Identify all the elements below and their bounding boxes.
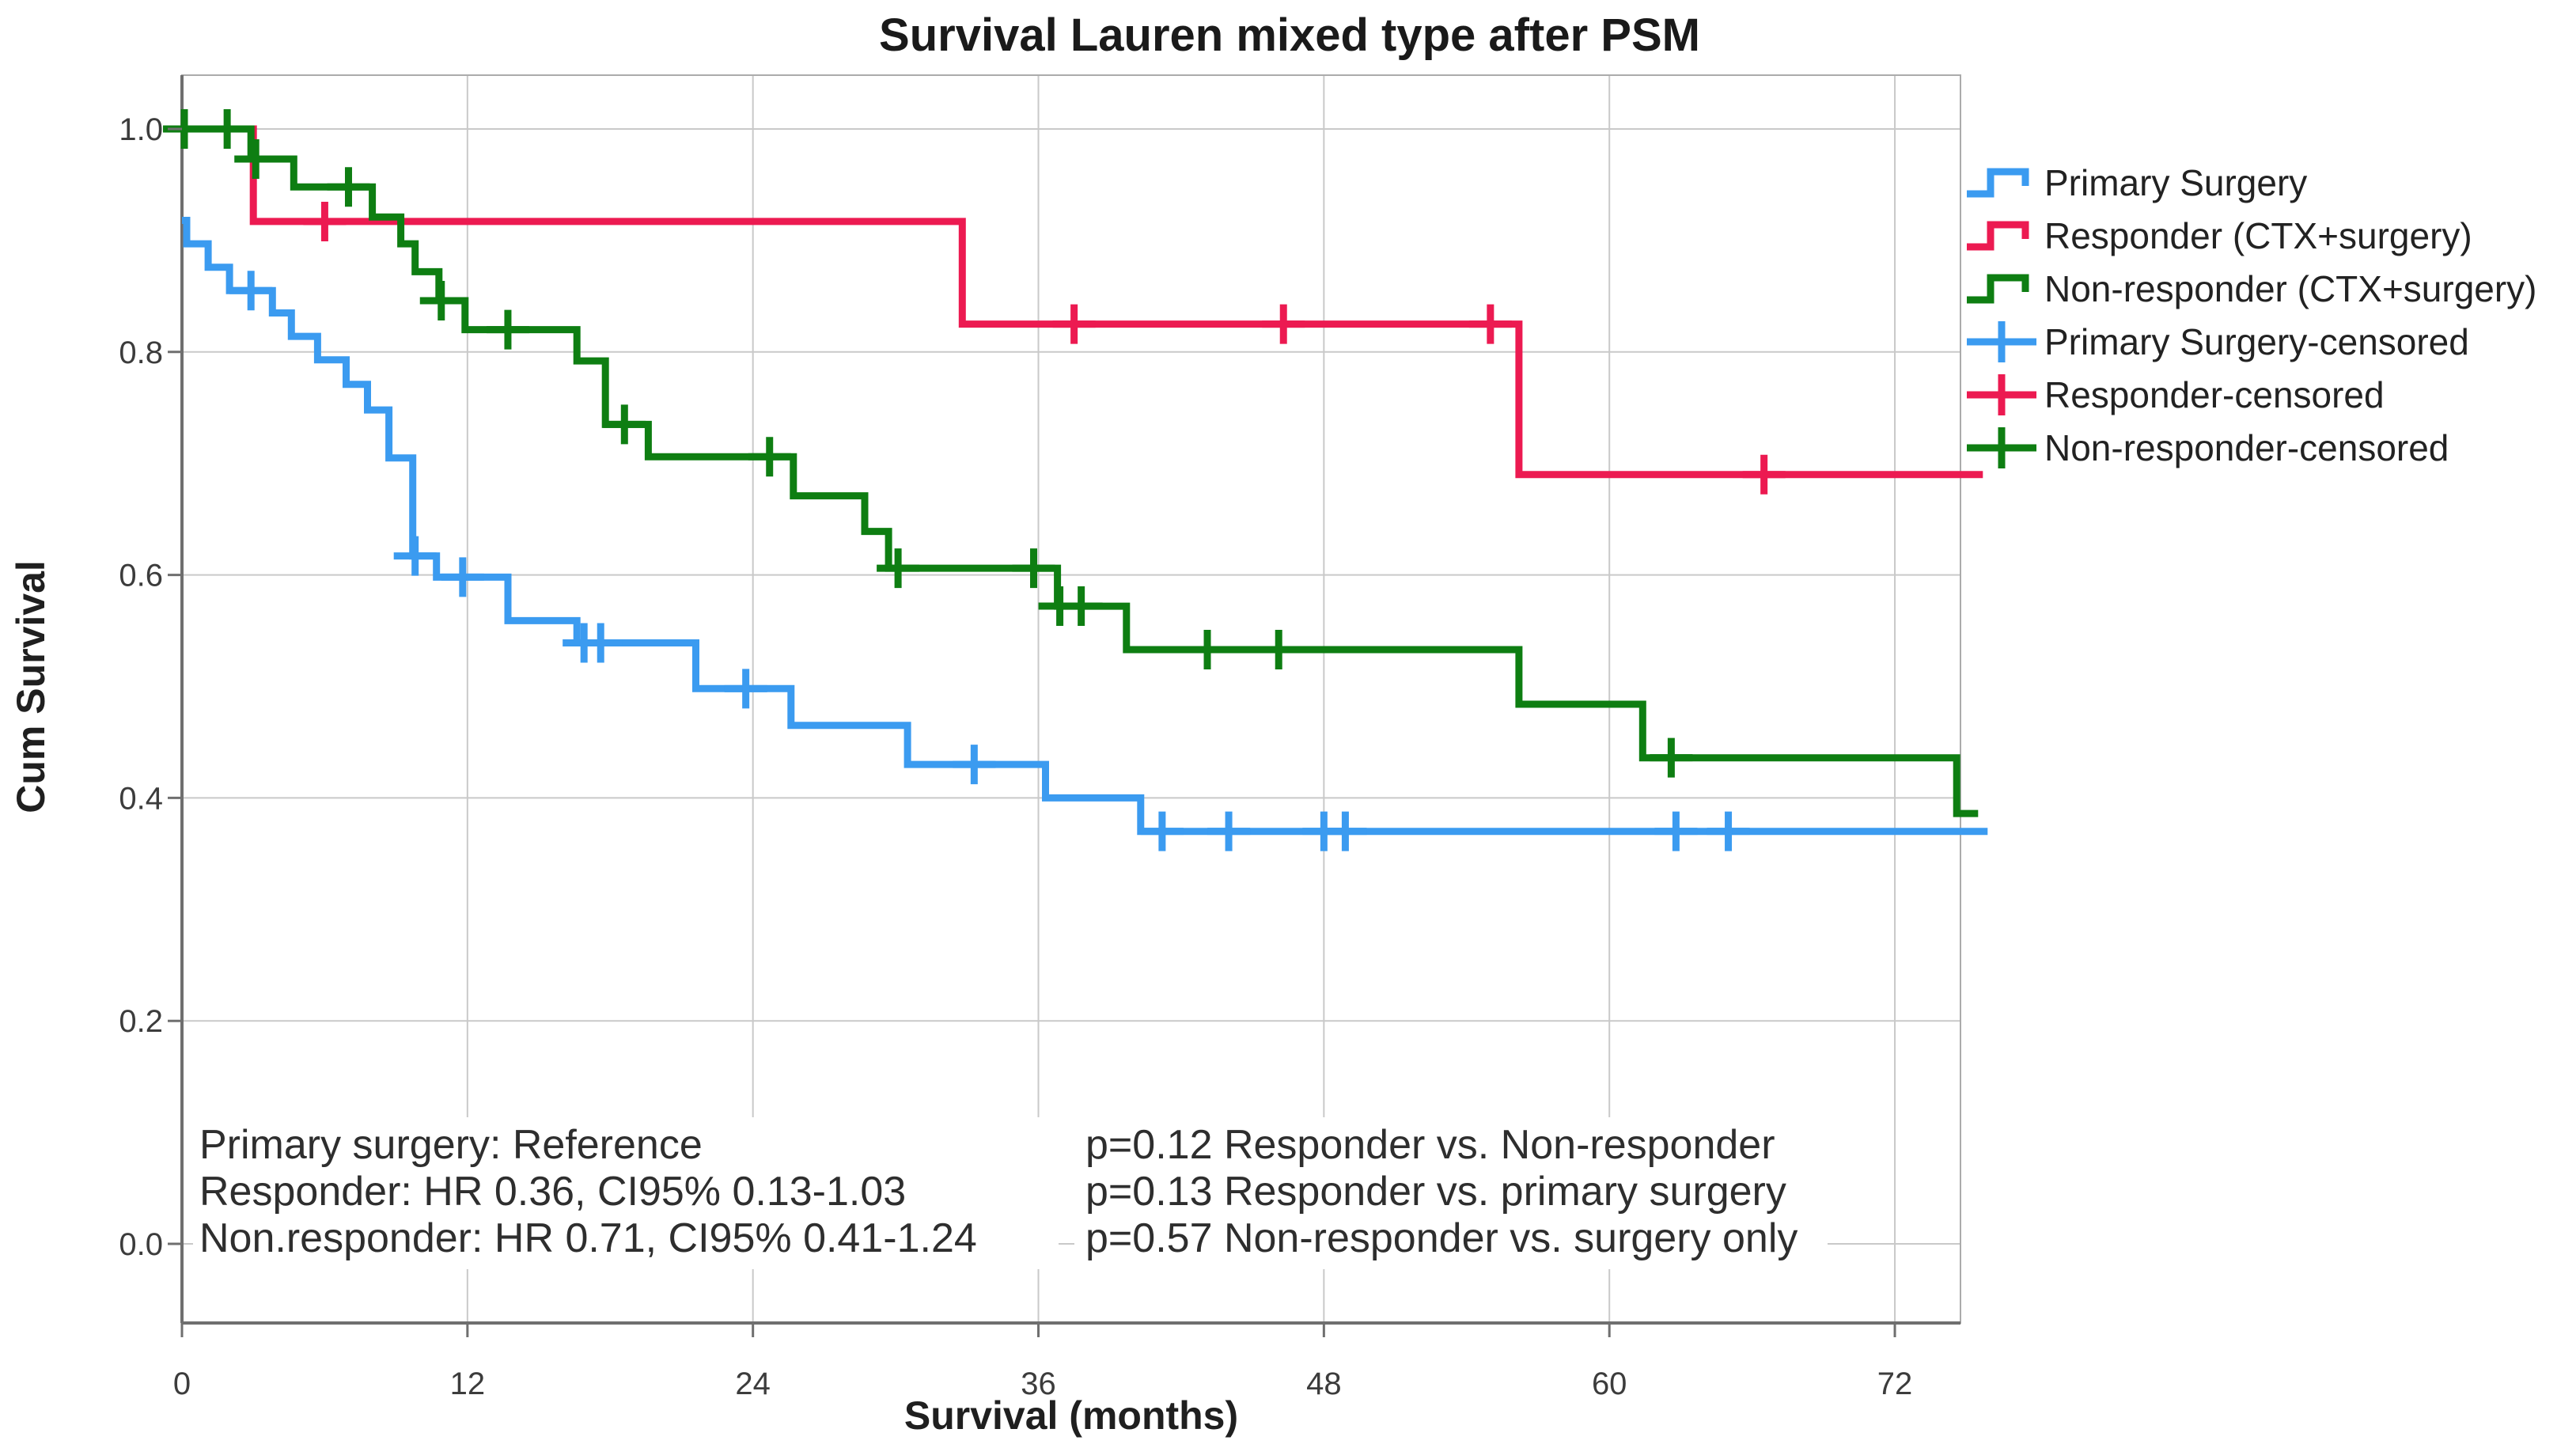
- x-tick-label: 72: [1877, 1367, 1913, 1401]
- censor-mark-non-responder: [1012, 548, 1055, 589]
- annotation-left-line: Non.responder: HR 0.71, CI95% 0.41-1.24: [199, 1215, 977, 1261]
- legend-label: Responder-censored: [2044, 374, 2385, 415]
- censor-mark-primary-surgery: [441, 557, 484, 597]
- censor-mark-non-responder: [1186, 630, 1229, 670]
- censor-mark-non-responder: [327, 167, 370, 207]
- x-tick-label: 24: [735, 1367, 771, 1401]
- censor-marks: [163, 109, 1786, 851]
- legend-item: Responder (CTX+surgery): [1967, 215, 2472, 256]
- y-tick-label: 0.0: [119, 1227, 163, 1262]
- legend-label: Non-responder-censored: [2044, 427, 2449, 468]
- legend-label: Non-responder (CTX+surgery): [2044, 268, 2537, 309]
- censor-mark-primary-surgery: [1140, 811, 1184, 851]
- x-axis-title: Survival (months): [904, 1393, 1238, 1438]
- censor-mark-primary-surgery: [579, 623, 623, 663]
- legend: Primary Surgery Responder (CTX+surgery) No…: [1967, 162, 2537, 468]
- x-tick-label: 0: [173, 1367, 191, 1401]
- series-lines: [182, 125, 1988, 836]
- legend-step-line-icon: [1967, 221, 2029, 251]
- legend-step-line-icon: [1967, 274, 2029, 304]
- y-tick-label: 0.8: [119, 335, 163, 370]
- annotation-right-line: p=0.13 Responder vs. primary surgery: [1085, 1169, 1786, 1215]
- annotation-background: [193, 1117, 1828, 1269]
- annotation-right-line: p=0.12 Responder vs. Non-responder: [1085, 1122, 1775, 1168]
- annotation-bg-left: [193, 1117, 1059, 1269]
- legend-item: Primary Surgery: [1967, 162, 2307, 203]
- tick-labels: 0 12 24 36 48 60 72 0.0 0.2 0.4 0.6 0.8 1.0: [119, 112, 1912, 1401]
- y-tick-label: 0.2: [119, 1004, 163, 1039]
- censor-mark-primary-surgery: [1707, 811, 1750, 851]
- plot-frame: [180, 74, 1961, 1325]
- censor-mark-primary-surgery: [1324, 811, 1367, 851]
- censor-mark-responder: [1742, 454, 1786, 495]
- legend-step-line-icon: [1967, 168, 2029, 198]
- x-tick-label: 36: [1021, 1367, 1056, 1401]
- y-tick-label: 0.4: [119, 781, 163, 816]
- censor-mark-non-responder: [1650, 737, 1693, 778]
- annotation-left-line: Primary surgery: Reference: [199, 1122, 703, 1168]
- censor-mark-non-responder: [603, 404, 646, 445]
- censor-mark-non-responder: [419, 280, 463, 320]
- censor-mark-responder: [1262, 304, 1305, 344]
- censor-mark-primary-surgery: [393, 536, 437, 576]
- y-tick-label: 1.0: [119, 112, 163, 147]
- censor-mark-non-responder: [1257, 630, 1301, 670]
- annotation-left-line: Responder: HR 0.36, CI95% 0.13-1.03: [199, 1169, 906, 1215]
- legend-item: Non-responder (CTX+surgery): [1967, 268, 2537, 309]
- legend-label: Responder (CTX+surgery): [2044, 215, 2472, 256]
- series-primary-surgery: [182, 217, 1988, 836]
- x-tick-label: 60: [1592, 1367, 1627, 1401]
- legend-label: Primary Surgery: [2044, 162, 2307, 203]
- chart-title: Survival Lauren mixed type after PSM: [879, 9, 1700, 61]
- censor-mark-non-responder: [1059, 586, 1103, 627]
- censor-mark-primary-surgery: [953, 745, 996, 785]
- annotation-right-line: p=0.57 Non-responder vs. surgery only: [1085, 1215, 1798, 1261]
- legend-item: Responder-censored: [1967, 374, 2385, 415]
- legend-item: Non-responder-censored: [1967, 427, 2449, 468]
- legend-item: Primary Surgery-censored: [1967, 321, 2469, 362]
- x-tick-label: 48: [1306, 1367, 1342, 1401]
- censor-mark-responder: [1052, 304, 1096, 344]
- censor-mark-non-responder: [748, 437, 791, 477]
- x-tick-label: 12: [450, 1367, 486, 1401]
- annotation-bg-right: [1074, 1117, 1828, 1269]
- censor-mark-non-responder: [234, 139, 278, 180]
- censor-mark-non-responder: [486, 309, 529, 350]
- censor-mark-non-responder: [877, 548, 920, 589]
- censor-mark-primary-surgery: [1207, 811, 1251, 851]
- censor-mark-non-responder: [206, 109, 249, 149]
- y-tick-label: 0.6: [119, 559, 163, 593]
- y-axis-title: Cum Survival: [9, 560, 53, 813]
- censor-mark-primary-surgery: [724, 669, 767, 709]
- censor-mark-primary-surgery: [229, 271, 273, 311]
- axis-ticks: [168, 127, 1896, 1337]
- censor-mark-responder: [303, 201, 347, 241]
- censor-mark-primary-surgery: [1654, 811, 1698, 851]
- censor-mark-responder: [1468, 304, 1512, 344]
- legend-label: Primary Surgery-censored: [2044, 321, 2469, 362]
